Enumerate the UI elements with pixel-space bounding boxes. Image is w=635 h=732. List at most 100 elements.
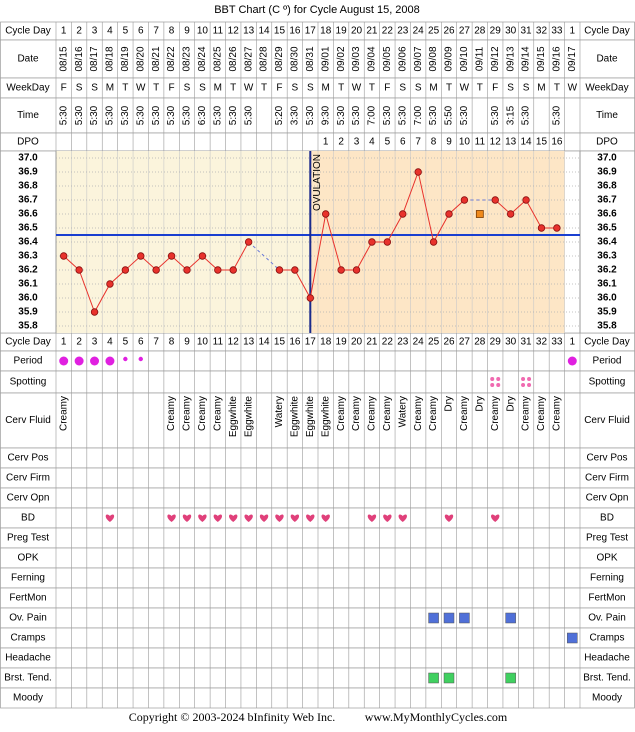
cerv-fluid: Creamy <box>58 396 69 431</box>
cycle-day: 26 <box>443 26 455 37</box>
period-heavy <box>74 356 84 366</box>
weekday: F <box>169 83 175 94</box>
cycle-day: 33 <box>551 337 563 348</box>
y-tick-label: 36.9 <box>597 167 617 178</box>
bd-heart <box>244 514 253 522</box>
temp-point <box>322 210 330 218</box>
cerv-fluid: Creamy <box>413 396 424 431</box>
bd-heart <box>182 514 192 522</box>
weekday: M <box>214 83 222 94</box>
row-label: Cycle Day <box>584 337 630 348</box>
weekday: T <box>477 83 483 94</box>
dpo: 8 <box>431 137 437 148</box>
website: www.MyMonthlyCycles.com <box>365 710 508 724</box>
time: 7:00 <box>367 105 378 125</box>
date: 08/19 <box>120 46 131 71</box>
cycle-day: 2 <box>76 337 82 348</box>
cycle-day: 30 <box>505 337 517 348</box>
cycle-day: 32 <box>536 337 548 348</box>
time: 5:30 <box>351 105 362 125</box>
cycle-day: 14 <box>258 26 270 37</box>
dpo: 6 <box>400 137 406 148</box>
row-label: Cerv Fluid <box>5 415 51 426</box>
brst_tend_days <box>428 672 439 684</box>
bd-heart <box>213 514 223 522</box>
cycle-day: 11 <box>213 337 224 348</box>
cerv-fluid: Dry <box>444 396 455 412</box>
row-label: Date <box>17 54 39 65</box>
cycle-day: 1 <box>61 26 67 37</box>
weekday: T <box>554 83 560 94</box>
row-label: DPO <box>17 137 39 148</box>
temp-point <box>352 266 361 274</box>
temp-point <box>537 224 546 232</box>
cerv-fluid: Eggwhite <box>228 396 239 438</box>
row-frame <box>0 39 635 79</box>
bd-heart <box>491 514 500 522</box>
date: 08/20 <box>135 46 146 71</box>
row-label: Cerv Firm <box>585 473 629 484</box>
y-tick-label: 36.0 <box>597 293 617 304</box>
date: 09/16 <box>552 46 563 71</box>
cerv-fluid: Creamy <box>197 396 208 431</box>
cycle-day: 25 <box>428 26 440 37</box>
temp-point <box>152 266 160 274</box>
row-label: Cerv Opn <box>7 493 50 504</box>
time: 5:30 <box>166 105 177 125</box>
temp-point <box>183 266 191 274</box>
dpo: 5 <box>385 137 391 148</box>
row-label: FertMon <box>9 593 46 604</box>
row-frame <box>0 507 635 529</box>
row-frame <box>0 527 635 549</box>
date: 09/10 <box>459 46 470 71</box>
bd-heart <box>444 514 454 522</box>
y-tick-label: 36.4 <box>18 237 38 248</box>
cycle-day: 28 <box>474 26 486 37</box>
temp-point <box>167 252 176 260</box>
time: 5:50 <box>444 105 455 125</box>
weekday: S <box>399 83 406 94</box>
discarded-temp <box>475 210 484 218</box>
row-label: Cerv Pos <box>7 453 48 464</box>
date: 08/30 <box>290 46 301 71</box>
cycle-day: 29 <box>490 337 502 348</box>
cycle-day: 12 <box>228 337 240 348</box>
temp-point <box>214 266 222 274</box>
cycle-day: 5 <box>123 26 129 37</box>
time: 5:30 <box>397 105 408 125</box>
ov_pain_days <box>428 612 439 624</box>
dpo: 7 <box>415 137 421 148</box>
bd-heart <box>275 514 284 522</box>
spot-dot <box>527 377 532 381</box>
dpo: 13 <box>505 137 517 148</box>
temp-point <box>414 168 422 176</box>
cerv-fluid: Creamy <box>490 396 501 431</box>
weekday: M <box>322 83 330 94</box>
cramps_days <box>567 632 578 644</box>
weekday: F <box>61 83 67 94</box>
cycle-day: 32 <box>536 26 548 37</box>
bd-heart <box>306 514 315 522</box>
row-label: Moody <box>13 693 43 704</box>
weekday: T <box>122 83 128 94</box>
cycle-day: 22 <box>382 26 394 37</box>
row-label: Preg Test <box>7 533 49 544</box>
cycle-day: 28 <box>474 337 486 348</box>
date: 08/21 <box>151 46 162 71</box>
cycle-day: 13 <box>243 337 255 348</box>
cycle-day: 31 <box>520 337 532 348</box>
dpo: 2 <box>338 137 344 148</box>
weekday: W <box>460 83 470 94</box>
spotting <box>490 377 501 387</box>
temp-point <box>121 266 130 274</box>
weekday: T <box>446 83 452 94</box>
cerv-fluid: Creamy <box>182 396 193 431</box>
spot-dot <box>521 383 526 387</box>
row-label: Headache <box>5 653 51 664</box>
cycle-day: 7 <box>153 26 159 37</box>
period-light <box>123 356 128 362</box>
period-light <box>138 356 143 362</box>
y-tick-label: 36.7 <box>597 195 617 206</box>
time: 5:30 <box>428 105 439 125</box>
date: 09/04 <box>367 46 378 71</box>
